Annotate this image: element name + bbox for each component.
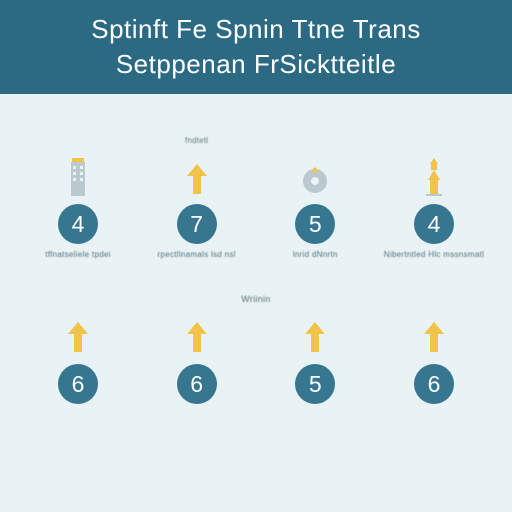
cell-top-4: 4 Nibertntled Hlc mssnsmatl — [380, 154, 488, 270]
number-value: 7 — [190, 211, 203, 238]
number-value: 6 — [72, 371, 85, 398]
number-badge: 4 — [414, 204, 454, 244]
cell-top-2: fndtetl 7 rpectllnamals lsd nsl — [143, 154, 251, 270]
top-row: 4 tffnatseliele tpdei fndtetl 7 rpectlln… — [24, 154, 488, 270]
tower-icon — [420, 154, 448, 196]
cell-top-1: 4 tffnatseliele tpdei — [24, 154, 132, 270]
number-value: 5 — [309, 371, 322, 398]
number-value: 6 — [428, 371, 441, 398]
header-banner: Sptinft Fe Spnin Ttne Trans Setppenan Fr… — [0, 0, 512, 94]
number-badge: 6 — [414, 364, 454, 404]
building-icon — [63, 154, 93, 196]
number-badge: 5 — [295, 204, 335, 244]
cell-bottom-3: 5 — [261, 318, 369, 430]
disc-icon — [300, 154, 330, 196]
arrow-up-icon — [185, 318, 209, 356]
arrow-up-icon — [66, 318, 90, 356]
content-area: 4 tffnatseliele tpdei fndtetl 7 rpectlln… — [0, 94, 512, 512]
arrow-up-icon — [422, 318, 446, 356]
cell-bottom-2: 6 — [143, 318, 251, 430]
number-value: 5 — [309, 211, 322, 238]
arrow-up-icon — [303, 318, 327, 356]
header-title-line2: Setppenan FrSicktteitle — [116, 47, 396, 82]
cell-bottom-1: 6 — [24, 318, 132, 430]
number-badge: 7 — [177, 204, 217, 244]
cell-caption: lnrid dNnrtn — [293, 250, 338, 270]
cell-caption: rpectllnamals lsd nsl — [157, 250, 235, 270]
number-value: 6 — [190, 371, 203, 398]
cell-caption: tffnatseliele tpdei — [45, 250, 111, 270]
number-badge: 5 — [295, 364, 335, 404]
number-badge: 6 — [58, 364, 98, 404]
bottom-row: Wriinin 6 6 — [24, 318, 488, 430]
mid-label: Wriinin — [241, 294, 270, 304]
number-value: 4 — [428, 211, 441, 238]
number-badge: 6 — [177, 364, 217, 404]
number-value: 4 — [72, 211, 85, 238]
cell-caption: Nibertntled Hlc mssnsmatl — [384, 250, 484, 270]
header-title-line1: Sptinft Fe Spnin Ttne Trans — [91, 12, 421, 47]
cell-top-3: 5 lnrid dNnrtn — [261, 154, 369, 270]
arrow-up-icon — [185, 154, 209, 196]
cell-top-label: fndtetl — [143, 136, 251, 145]
number-badge: 4 — [58, 204, 98, 244]
cell-bottom-4: 6 — [380, 318, 488, 430]
